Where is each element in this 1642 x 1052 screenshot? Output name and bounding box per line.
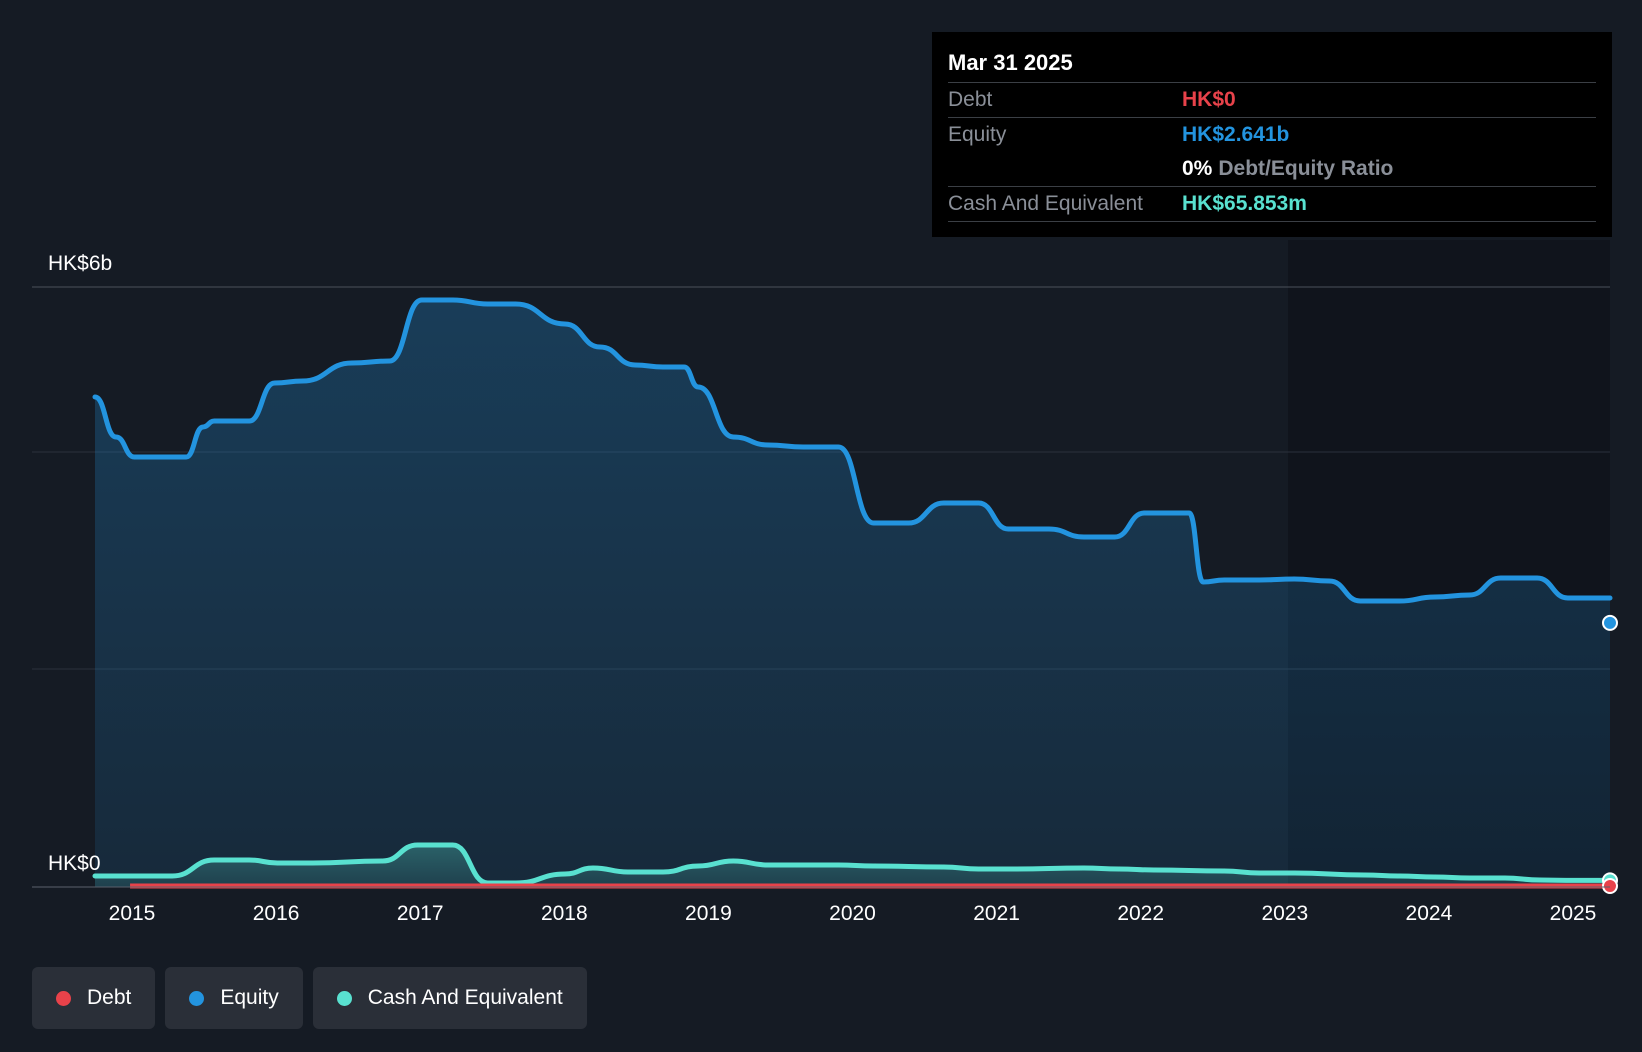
- legend-item-debt[interactable]: Debt: [32, 967, 156, 1029]
- tooltip-row-ratio: 0% Debt/Equity Ratio: [948, 152, 1596, 186]
- legend-label-equity: Equity: [220, 986, 279, 1009]
- x-tick-label: 2025: [1550, 902, 1597, 925]
- y-tick-label: HK$0: [48, 852, 101, 875]
- debt-dot-icon: [56, 990, 71, 1006]
- tooltip-debt-value: HK$0: [1182, 88, 1236, 111]
- x-tick-label: 2020: [829, 902, 876, 925]
- x-tick-label: 2018: [541, 902, 588, 925]
- x-tick-label: 2023: [1261, 902, 1308, 925]
- x-tick-label: 2015: [109, 902, 156, 925]
- equity-area: [95, 300, 1610, 887]
- cash-dot-icon: [336, 990, 352, 1006]
- y-tick-label: HK$6b: [48, 252, 112, 275]
- tooltip-cash-label: Cash And Equivalent: [948, 192, 1143, 215]
- tooltip-panel: Mar 31 2025 Debt HK$0 Equity HK$2.641b 0…: [932, 32, 1612, 237]
- legend-item-equity[interactable]: Equity: [165, 967, 303, 1029]
- legend: Debt Equity Cash And Equivalent: [32, 967, 587, 1029]
- tooltip-cash-value: HK$65.853m: [1182, 192, 1307, 215]
- x-tick-label: 2019: [685, 902, 732, 925]
- equity-dot-icon: [189, 990, 205, 1006]
- x-tick-label: 2016: [253, 902, 300, 925]
- x-tick-label: 2024: [1406, 902, 1453, 925]
- legend-label-debt: Debt: [87, 986, 132, 1009]
- end-marker-debt: [1602, 878, 1618, 894]
- tooltip-equity-value: HK$2.641b: [1182, 123, 1290, 146]
- cash-series-line: [92, 842, 1613, 886]
- legend-label-cash: Cash And Equivalent: [367, 986, 563, 1009]
- x-tick-label: 2021: [973, 902, 1020, 925]
- legend-item-cash[interactable]: Cash And Equivalent: [312, 967, 587, 1029]
- tooltip-row-cash: Cash And Equivalent HK$65.853m: [948, 186, 1596, 222]
- tooltip-ratio-value: 0%: [1182, 157, 1213, 180]
- equity-series-line: [92, 297, 1613, 604]
- tooltip-date: Mar 31 2025: [948, 50, 1073, 75]
- tooltip-debt-label: Debt: [948, 88, 993, 111]
- end-marker-equity: [1602, 614, 1618, 631]
- x-tick-label: 2017: [397, 902, 444, 925]
- tooltip-equity-label: Equity: [948, 123, 1007, 146]
- tooltip-row-debt: Debt HK$0: [948, 82, 1596, 117]
- x-tick-label: 2022: [1117, 902, 1164, 925]
- y-tick-labels: HK$6b HK$0: [48, 252, 112, 875]
- end-markers: [1602, 614, 1618, 894]
- x-tick-labels: 2015 2016 2017 2018 2019 2020 2021 2022 2023 2024…: [109, 902, 1597, 925]
- tooltip-ratio-label: Debt/Equity Ratio: [1218, 157, 1394, 180]
- tooltip-row-equity: Equity HK$2.641b: [948, 117, 1596, 152]
